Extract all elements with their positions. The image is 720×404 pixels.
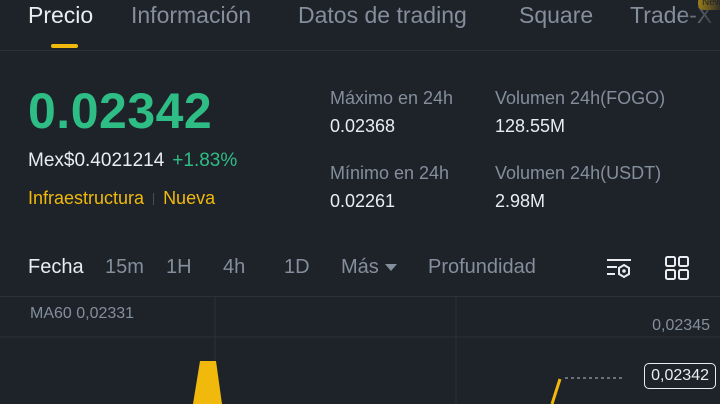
chart-canvas [0,297,720,404]
tab-datos-de-trading[interactable]: Datos de trading [298,2,467,28]
tag-nueva[interactable]: Nueva [163,188,216,208]
more-label: Más [341,256,379,278]
grid-layout-icon[interactable] [663,254,691,282]
depth-tab[interactable]: Profundidad [428,256,536,278]
stat-volume-base: Volumen 24h(FOGO) 128.55M [495,88,665,137]
ma60-label: MA60 0,02331 [30,305,135,322]
stat-high: Máximo en 24h 0.02368 [330,88,453,137]
token-tags: Infraestructura Nueva [28,188,215,209]
interval-fecha[interactable]: Fecha [28,256,84,278]
top-tabs: Precio Información Datos de trading Squa… [0,0,720,51]
stat-volume-quote: Volumen 24h(USDT) 2.98M [495,163,661,212]
stat-high-value: 0.02368 [330,116,396,136]
tag-divider [153,193,155,206]
stat-volume-quote-label: Volumen 24h(USDT) [495,163,662,183]
stat-low-value: 0.02261 [330,191,396,211]
caret-down-icon [384,264,397,272]
price-axis-top-label: 0,02345 [652,317,710,334]
ma-curve-segment-2 [550,378,562,404]
stat-volume-base-value: 128.55M [495,116,566,136]
stat-low-label: Mínimo en 24h [330,163,450,183]
fiat-price: Mex$0.4021214 [28,150,165,171]
tab-precio[interactable]: Precio [28,2,94,28]
interval-4h[interactable]: 4h [223,256,246,278]
ma-curve-segment-1 [193,361,222,404]
price-subline: Mex$0.4021214 +1.83% [28,150,237,172]
tag-infraestructura[interactable]: Infraestructura [28,188,145,208]
price-change: +1.83% [172,150,238,171]
interval-1d[interactable]: 1D [284,256,310,278]
stat-low: Mínimo en 24h 0.02261 [330,163,449,212]
tab-square[interactable]: Square [519,2,594,28]
price-chart[interactable]: MA60 0,02331 0,02345 0,02342 [0,296,720,404]
tab-informacion[interactable]: Información [131,2,252,28]
chart-toolbar: Fecha 15m 1H 4h 1D Más Profundidad [0,250,720,286]
last-price: 0.02342 [28,83,213,139]
new-badge: New [698,0,720,10]
stat-volume-quote-value: 2.98M [495,191,546,211]
more-intervals-dropdown[interactable]: Más [341,256,397,279]
stat-volume-base-label: Volumen 24h(FOGO) [495,88,666,108]
interval-1h[interactable]: 1H [166,256,192,278]
interval-15m[interactable]: 15m [105,256,144,278]
stat-high-label: Máximo en 24h [330,88,454,108]
active-tab-indicator [51,44,78,48]
current-price-tag: 0,02342 [644,363,716,389]
chart-settings-icon[interactable] [605,254,633,282]
